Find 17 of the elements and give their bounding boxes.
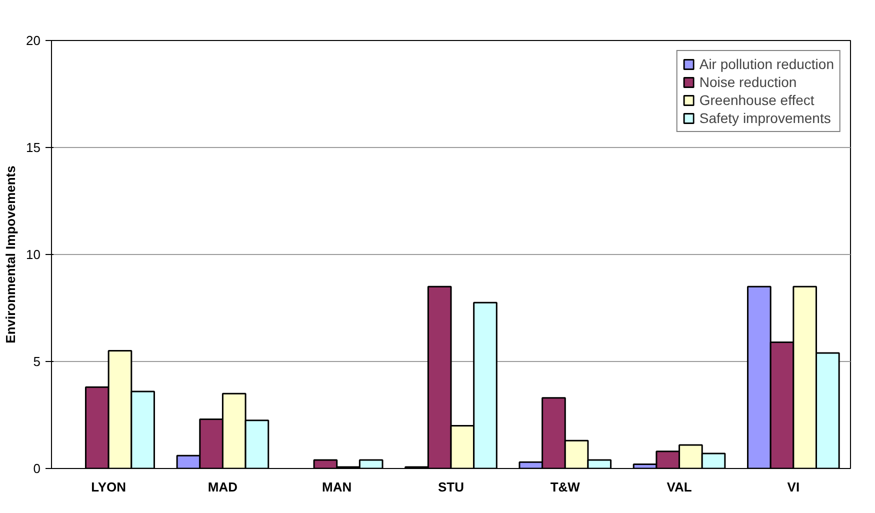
x-tick-label: MAD xyxy=(208,480,238,494)
x-tick-label: VI xyxy=(787,480,800,494)
y-tick-label: 20 xyxy=(26,33,41,48)
y-tick-label: 10 xyxy=(26,247,41,262)
x-tick-label: LYON xyxy=(91,480,126,494)
x-tick-label: MAN xyxy=(322,480,352,494)
x-tick-label: T&W xyxy=(550,480,581,494)
x-tick-label: STU xyxy=(438,480,464,494)
legend-label: Safety improvements xyxy=(699,110,831,126)
x-tick-label: VAL xyxy=(666,480,692,494)
y-tick-label: 0 xyxy=(33,461,41,476)
legend-label: Noise reduction xyxy=(699,74,797,90)
legend-label: Air pollution reduction xyxy=(699,56,834,72)
y-tick-label: 15 xyxy=(26,140,41,155)
y-tick-label: 5 xyxy=(33,354,41,369)
y-axis-title: Environmental Impovements xyxy=(3,166,18,344)
legend-label: Greenhouse effect xyxy=(699,92,814,108)
